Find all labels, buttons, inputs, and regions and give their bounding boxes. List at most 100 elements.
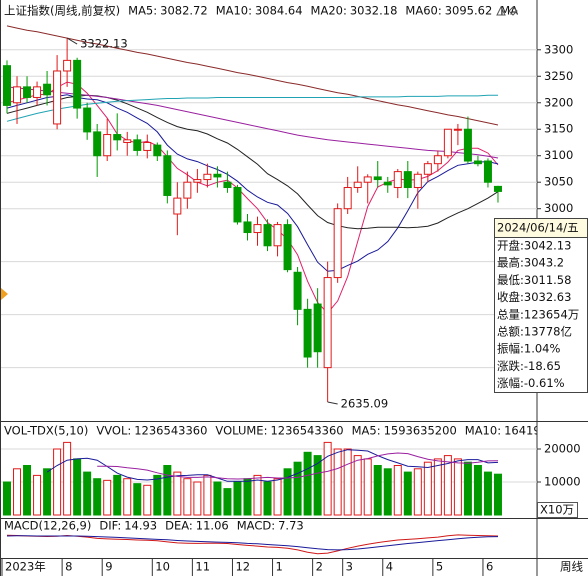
candle-body bbox=[203, 173, 212, 181]
volume-bar bbox=[383, 468, 392, 516]
volume-ma-line bbox=[97, 452, 499, 480]
macd-panel: MACD(12,26,9) DIF: 14.93 DEA: 11.06 MACD: 7.73 bbox=[4, 519, 499, 555]
field-value: 1236543360 bbox=[270, 424, 343, 438]
candle-body bbox=[133, 139, 142, 151]
price-panel: 3000 3050 3100 3150 3200 3250 3300 3322.13 2635.… bbox=[1, 25, 573, 411]
candle-body bbox=[53, 70, 62, 125]
candle-body bbox=[153, 144, 162, 157]
y-tick-label: 3150 bbox=[544, 122, 573, 136]
volume-bar bbox=[333, 448, 342, 516]
field-value: 14.93 bbox=[124, 519, 157, 533]
field-value: 1593635200 bbox=[384, 424, 457, 438]
field-name: VOLUME: bbox=[215, 424, 267, 438]
low-annotation: 2635.09 bbox=[341, 397, 389, 411]
volume-bar bbox=[253, 474, 262, 516]
volume-bar bbox=[223, 488, 232, 516]
candle-body bbox=[73, 59, 82, 109]
field-name: VVOL: bbox=[96, 424, 131, 438]
info-label: 总量: bbox=[497, 307, 524, 321]
info-value: 1.04% bbox=[524, 342, 561, 356]
info-label: 涨幅: bbox=[497, 376, 524, 390]
diamond-icon[interactable] bbox=[508, 6, 518, 16]
field-value: 1641905 bbox=[504, 424, 555, 438]
candle-body bbox=[373, 176, 382, 181]
volume-bar bbox=[423, 461, 432, 516]
info-value: 123654万 bbox=[524, 307, 579, 321]
info-label: 开盘: bbox=[497, 239, 524, 253]
candle-body bbox=[493, 185, 502, 192]
ma-line bbox=[6, 94, 498, 122]
x-tick-label: 10 bbox=[155, 560, 170, 574]
volume-bar bbox=[303, 451, 312, 516]
volume-bar bbox=[73, 458, 82, 516]
volume-bar bbox=[113, 474, 122, 516]
candle-body bbox=[93, 131, 102, 157]
info-label: 总额: bbox=[497, 325, 524, 339]
ma-line bbox=[6, 25, 499, 126]
candle-body bbox=[443, 128, 452, 157]
candle-body bbox=[223, 181, 232, 189]
volume-bar bbox=[463, 461, 472, 516]
info-frame bbox=[494, 218, 588, 393]
y-tick-label: 3200 bbox=[544, 95, 573, 109]
legend-value: 3095.62 bbox=[445, 4, 493, 18]
volume-bar bbox=[143, 484, 152, 516]
y-tick-label: 3250 bbox=[544, 69, 573, 83]
volume-bar bbox=[273, 478, 282, 516]
candle-body bbox=[253, 224, 262, 234]
candle-body bbox=[33, 86, 42, 98]
candle-body bbox=[173, 197, 182, 215]
candle-body bbox=[213, 173, 222, 178]
volume-bar bbox=[43, 468, 52, 516]
high-annotation: 3322.13 bbox=[80, 37, 128, 51]
up-icon[interactable] bbox=[496, 5, 506, 16]
volume-bar bbox=[153, 474, 162, 516]
candle-body bbox=[343, 187, 352, 210]
volume-bar bbox=[263, 481, 272, 516]
y-tick-label: 10000 bbox=[544, 475, 581, 489]
volume-bar bbox=[393, 465, 402, 516]
candle-body bbox=[363, 176, 372, 183]
x-tick-label: 3 bbox=[346, 560, 353, 574]
candle-body bbox=[283, 224, 292, 271]
legend-name: MA5: bbox=[128, 4, 157, 18]
candle-body bbox=[163, 155, 172, 196]
info-value: 3011.58 bbox=[524, 273, 572, 287]
ma-line bbox=[6, 86, 499, 159]
field-name: MACD: bbox=[237, 519, 275, 533]
candle-body bbox=[113, 134, 122, 141]
unit-box bbox=[537, 502, 578, 518]
volume-bar bbox=[443, 455, 452, 516]
volume-bar bbox=[33, 474, 42, 516]
candle-body bbox=[233, 187, 242, 223]
volume-bar bbox=[203, 474, 212, 516]
volume-bar bbox=[83, 471, 92, 516]
volume-title: VOL-TDX(5,10) bbox=[4, 424, 88, 438]
volume-bar bbox=[373, 465, 382, 516]
field-name: DEA: bbox=[165, 519, 193, 533]
info-value: -18.65 bbox=[524, 359, 561, 373]
candle-body bbox=[403, 171, 412, 189]
volume-bar bbox=[133, 483, 142, 516]
candle-body bbox=[423, 163, 432, 175]
volume-bar bbox=[103, 479, 112, 516]
volume-bar bbox=[173, 471, 182, 516]
candle-body bbox=[323, 277, 332, 369]
candle-body bbox=[313, 303, 322, 353]
volume-bar bbox=[353, 455, 362, 516]
volume-bar bbox=[313, 455, 322, 516]
candle-body bbox=[453, 128, 462, 131]
candle-body bbox=[143, 141, 152, 151]
volume-bar bbox=[363, 458, 372, 516]
candle-body bbox=[303, 308, 312, 358]
volume-bar bbox=[53, 448, 62, 516]
legend-value: 3082.72 bbox=[160, 4, 208, 18]
y-tick-label: 3000 bbox=[544, 201, 573, 215]
volume-bar bbox=[343, 448, 352, 516]
volume-bar bbox=[403, 471, 412, 516]
side-handle[interactable] bbox=[1, 288, 8, 300]
legend-value: 3032.18 bbox=[350, 4, 398, 18]
volume-bar bbox=[13, 468, 22, 516]
